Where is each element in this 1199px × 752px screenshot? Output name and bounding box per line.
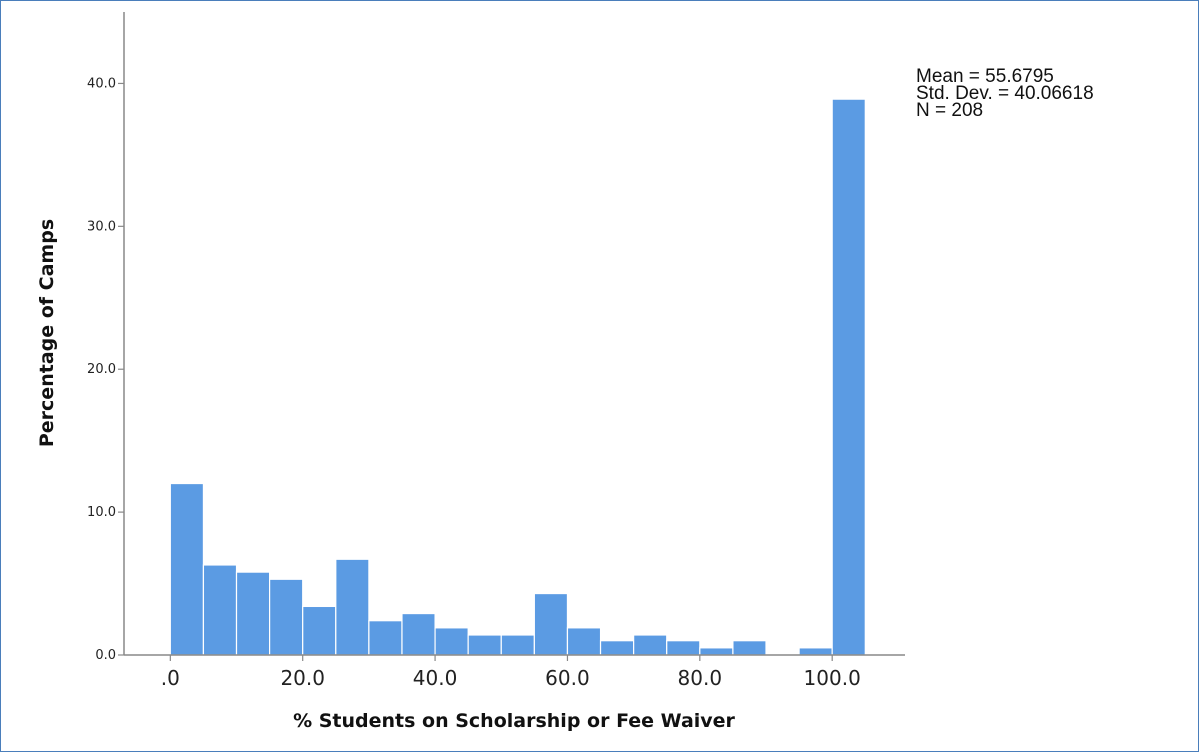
x-ticks-group: .0 20.0 40.0 60.0 80.0 100.0 bbox=[161, 655, 861, 690]
stats-box: Mean = 55.6795 Std. Dev. = 40.06618 N = … bbox=[916, 66, 1094, 121]
histogram-bar bbox=[566, 627, 602, 656]
histogram-bar bbox=[269, 578, 304, 656]
histogram-bar bbox=[500, 634, 535, 656]
y-axis-title: Percentage of Camps bbox=[36, 219, 58, 447]
histogram-bar bbox=[368, 620, 403, 656]
histogram-bar bbox=[401, 612, 436, 656]
x-tick-label: 100.0 bbox=[804, 666, 861, 690]
y-tick-label: 20.0 bbox=[87, 362, 116, 377]
histogram-bar bbox=[202, 564, 238, 656]
y-tick-label: 10.0 bbox=[87, 505, 116, 520]
histogram-bar bbox=[434, 627, 469, 656]
y-tick-label: 0.0 bbox=[95, 648, 116, 663]
histogram-bar bbox=[533, 592, 569, 656]
x-tick-label: 60.0 bbox=[545, 666, 590, 690]
histogram-bar bbox=[666, 640, 701, 656]
histogram-bar bbox=[633, 634, 668, 656]
x-tick-label: .0 bbox=[161, 666, 180, 690]
histogram-bar bbox=[599, 640, 635, 656]
x-tick-label: 80.0 bbox=[678, 666, 723, 690]
stat-std-dev: Std. Dev. = 40.06618 bbox=[916, 83, 1094, 104]
x-tick-label: 40.0 bbox=[413, 666, 458, 690]
histogram-bar bbox=[335, 558, 370, 656]
histogram-bar bbox=[235, 571, 271, 656]
x-tick-label: 20.0 bbox=[280, 666, 325, 690]
bars-group bbox=[169, 98, 866, 656]
x-axis-title: % Students on Scholarship or Fee Waiver bbox=[293, 710, 735, 732]
y-tick-label: 30.0 bbox=[87, 219, 116, 234]
stat-mean: Mean = 55.6795 bbox=[916, 66, 1054, 87]
y-ticks-group: 0.0 10.0 20.0 30.0 40.0 bbox=[87, 76, 124, 663]
histogram-bar bbox=[798, 647, 833, 656]
y-tick-label: 40.0 bbox=[87, 76, 116, 91]
histogram-bar bbox=[699, 647, 734, 656]
histogram-bar bbox=[831, 98, 866, 656]
histogram-bar bbox=[732, 640, 767, 656]
histogram-bar bbox=[467, 634, 502, 656]
histogram-bar bbox=[169, 482, 205, 656]
stat-n: N = 208 bbox=[916, 100, 983, 121]
histogram-bar bbox=[302, 605, 337, 656]
